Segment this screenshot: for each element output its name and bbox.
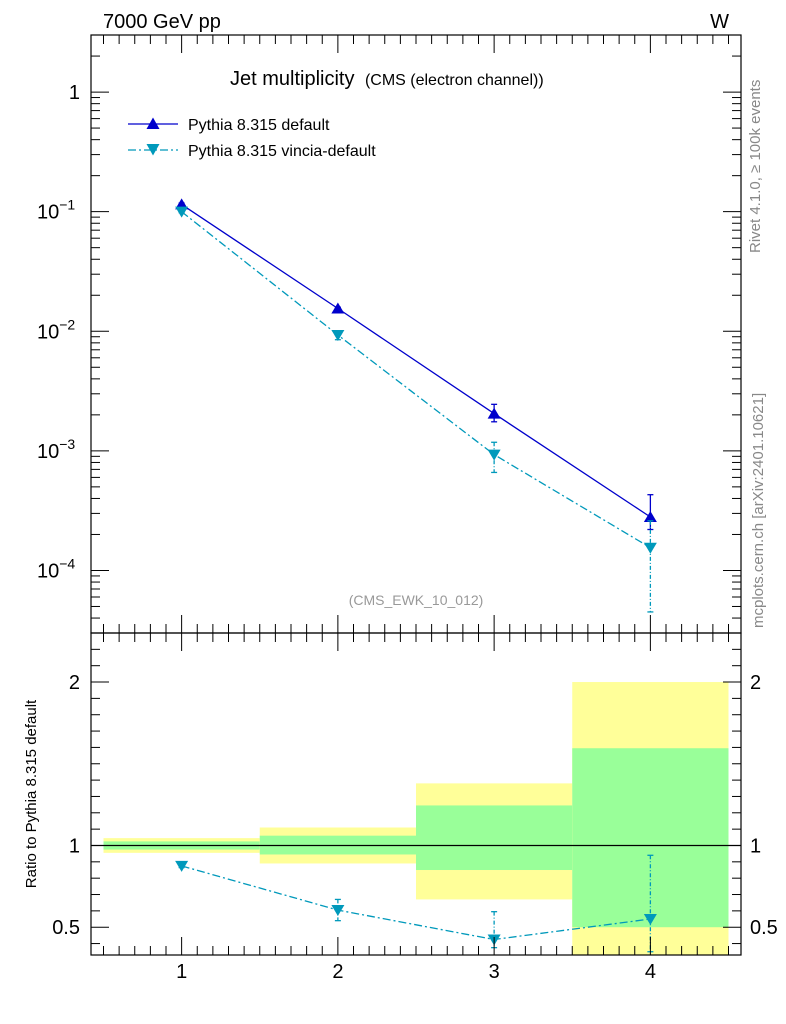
chart-title: Jet multiplicity: [230, 68, 354, 90]
chart-title-line: Jet multiplicity (CMS (electron channel)…: [230, 68, 544, 90]
ratio-vincia-point-2: [331, 905, 345, 917]
ratio-axis-ticks: 0.5 0.5 1 1 2 2: [52, 632, 778, 945]
series-vincia-point-2: [331, 330, 345, 342]
ratio-ylabel: Ratio to Pythia 8.315 default: [23, 699, 40, 888]
series-default-point-2: [331, 302, 345, 314]
series-default-point-3: [487, 407, 501, 419]
header-left: 7000 GeV pp: [103, 11, 221, 33]
main-axis-ticks: 110−110−210−310−4: [37, 34, 741, 634]
legend: Pythia 8.315 default Pythia 8.315 vincia…: [128, 117, 376, 160]
ratio-series: [175, 854, 657, 953]
ratio-vincia-point-4: [643, 914, 657, 926]
legend-marker-default: [146, 117, 160, 129]
legend-marker-vincia: [146, 144, 160, 156]
main-ytick-label: 10−4: [37, 555, 75, 582]
ratio-ytick-label-right: 2: [750, 672, 761, 694]
ratio-band-green-3: [416, 805, 573, 871]
xtick-label: 4: [645, 961, 656, 983]
series-vincia-point-4: [643, 542, 657, 554]
main-ytick-base: 10: [37, 321, 59, 343]
ratio-ytick-label-right: 1: [750, 835, 761, 857]
x-axis-ticks: 1 2 3 4: [103, 35, 729, 983]
mcplots-label: mcplots.cern.ch [arXiv:2401.10621]: [750, 393, 767, 628]
main-ytick-base: 10: [37, 560, 59, 582]
main-ytick-label: 10−2: [37, 316, 75, 343]
xtick-label: 3: [489, 961, 500, 983]
series-vincia-point-1: [175, 206, 189, 218]
main-ytick-exponent: −2: [59, 316, 75, 332]
series-default-point-1: [175, 198, 189, 210]
ratio-bands: [103, 682, 729, 955]
main-ytick-exponent: −4: [59, 555, 75, 571]
main-ytick-label: 10−3: [37, 436, 75, 463]
series-default-line: [181, 203, 651, 518]
rivet-label: Rivet 4.1.0, ≥ 100k events: [747, 80, 764, 253]
main-ytick-label: 1: [69, 82, 80, 104]
ratio-vincia-point-1: [175, 860, 189, 872]
ratio-vincia-line: [181, 865, 651, 941]
main-series: [175, 198, 657, 613]
chart-subtitle: (CMS (electron channel)): [365, 72, 544, 89]
header-right: W: [710, 11, 729, 33]
main-ytick-label: 10−1: [37, 197, 75, 224]
ratio-ytick-label-left: 1: [69, 835, 80, 857]
main-ytick-base: 10: [37, 202, 59, 224]
legend-label-vincia: Pythia 8.315 vincia-default: [188, 143, 376, 160]
series-vincia-line: [181, 211, 651, 549]
legend-label-default: Pythia 8.315 default: [188, 117, 330, 134]
main-ytick-exponent: −1: [59, 197, 75, 213]
xtick-label: 1: [176, 961, 187, 983]
ratio-ytick-label-left: 2: [69, 672, 80, 694]
xtick-label: 2: [332, 961, 343, 983]
series-vincia-point-3: [487, 449, 501, 461]
analysis-watermark: (CMS_EWK_10_012): [349, 592, 484, 608]
series-default-point-4: [643, 510, 657, 522]
ratio-ytick-label-right: 0.5: [750, 917, 778, 939]
main-ytick-base: 10: [37, 441, 59, 463]
main-ytick-exponent: −3: [59, 436, 75, 452]
ratio-ytick-label-left: 0.5: [52, 917, 80, 939]
